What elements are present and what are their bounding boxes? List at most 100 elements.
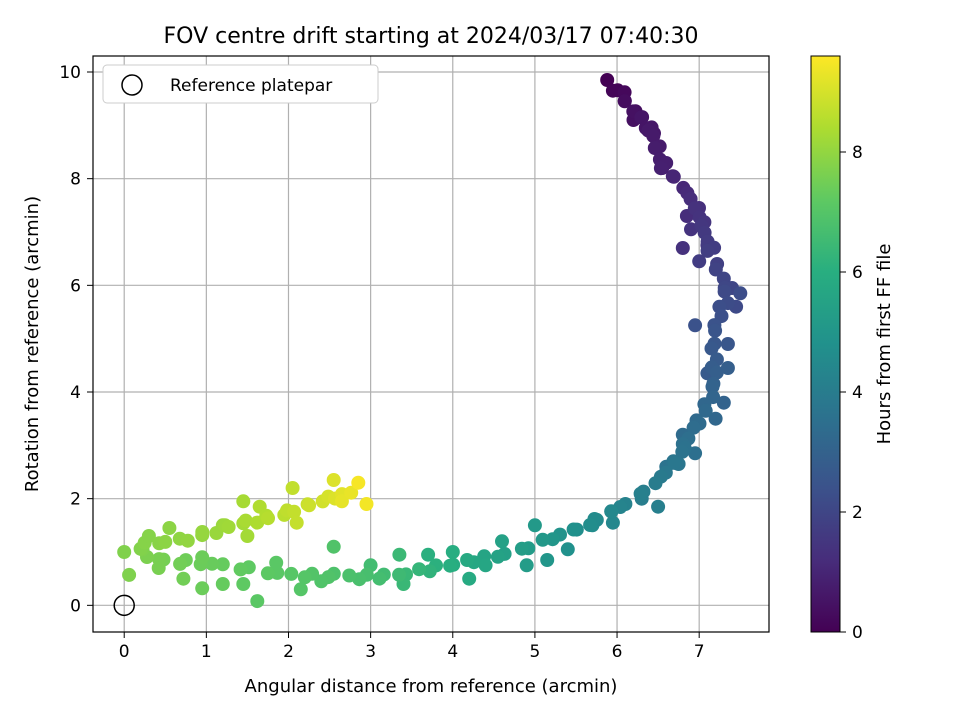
data-point	[495, 534, 509, 549]
data-point	[705, 379, 720, 394]
data-point	[195, 581, 210, 596]
x-tick-label: 4	[447, 642, 458, 662]
data-point	[583, 518, 598, 532]
data-point	[297, 570, 312, 585]
data-point	[293, 582, 308, 597]
data-point	[151, 561, 166, 575]
data-point	[717, 284, 732, 299]
data-point	[351, 475, 366, 490]
data-point	[720, 337, 735, 351]
data-point	[688, 318, 703, 333]
data-point	[646, 129, 661, 143]
data-point	[617, 94, 632, 109]
data-point	[233, 562, 248, 577]
data-point	[545, 532, 560, 547]
data-point	[392, 567, 407, 582]
y-ticks: 0 2 4 6 8 10	[59, 63, 93, 616]
y-tick-label: 4	[70, 383, 81, 403]
data-point	[709, 365, 724, 380]
legend-box	[102, 64, 379, 104]
data-point	[445, 545, 460, 559]
y-tick-label: 0	[70, 596, 81, 616]
data-point	[289, 515, 304, 530]
data-point	[653, 161, 668, 176]
data-point	[215, 557, 230, 572]
data-point	[236, 577, 251, 591]
data-point	[412, 562, 427, 577]
legend: Reference platepar	[102, 64, 379, 104]
colorbar-tick-label: 8	[852, 143, 863, 163]
data-point	[173, 556, 188, 571]
data-point	[326, 473, 341, 487]
colorbar-gradient	[810, 55, 841, 633]
data-point	[334, 494, 349, 509]
data-point	[460, 553, 475, 567]
data-point	[238, 513, 253, 528]
data-point	[600, 73, 615, 87]
data-point	[540, 553, 555, 567]
data-point	[490, 549, 505, 564]
data-point	[633, 486, 648, 501]
colorbar-tick-label: 6	[852, 263, 863, 283]
chart-title: FOV centre drift starting at 2024/03/17 …	[164, 24, 699, 49]
data-point	[566, 522, 581, 537]
data-point	[708, 262, 723, 277]
data-point	[675, 241, 690, 255]
data-point	[605, 83, 620, 98]
data-point	[708, 411, 723, 426]
data-point	[176, 571, 191, 586]
data-point	[285, 481, 300, 495]
data-point	[698, 403, 713, 418]
data-point	[720, 361, 735, 375]
y-tick-label: 8	[70, 170, 81, 190]
y-gridlines	[93, 71, 769, 606]
data-point	[675, 444, 690, 459]
data-point	[733, 286, 748, 301]
colorbar-label: Hours from first FF file	[874, 244, 895, 445]
data-point	[372, 571, 387, 586]
legend-entry: Reference platepar	[170, 76, 332, 96]
data-point	[634, 110, 649, 125]
data-point	[195, 525, 210, 539]
data-point	[514, 541, 529, 556]
data-point	[359, 497, 374, 511]
data-point	[250, 594, 265, 609]
data-point	[667, 455, 682, 470]
data-point	[162, 521, 177, 535]
data-point	[462, 571, 477, 586]
data-point	[122, 567, 137, 582]
data-point	[647, 141, 662, 155]
data-point	[527, 518, 542, 533]
x-tick-label: 6	[612, 642, 623, 662]
data-point	[535, 532, 550, 547]
y-tick-label: 6	[70, 276, 81, 296]
data-point	[326, 539, 341, 554]
data-point	[421, 547, 436, 562]
colorbar-tick-label: 0	[852, 623, 863, 643]
x-tick-label: 1	[201, 642, 212, 662]
x-tick-label: 3	[365, 642, 376, 662]
data-point	[269, 555, 284, 570]
data-point	[716, 395, 731, 410]
data-point	[240, 529, 255, 543]
data-point	[141, 529, 156, 543]
data-point	[260, 566, 275, 581]
colorbar-tick-label: 4	[852, 383, 863, 403]
data-point	[686, 420, 701, 435]
data-point	[117, 545, 132, 559]
data-point	[261, 511, 275, 526]
data-point	[688, 446, 703, 461]
colorbar: 0 2 4 6 8 Hours from first FF file	[810, 55, 895, 643]
data-point	[704, 341, 719, 356]
data-point	[651, 499, 666, 514]
data-point	[284, 566, 299, 581]
x-ticks: 0 1 2 3 4 5 6 7	[119, 632, 705, 662]
x-axis-label: Angular distance from reference (arcmin)	[245, 676, 618, 697]
data-point	[236, 494, 251, 509]
data-point	[302, 498, 317, 513]
data-point	[519, 558, 534, 573]
data-point	[605, 515, 620, 530]
data-point	[692, 254, 707, 269]
data-point	[287, 504, 302, 519]
